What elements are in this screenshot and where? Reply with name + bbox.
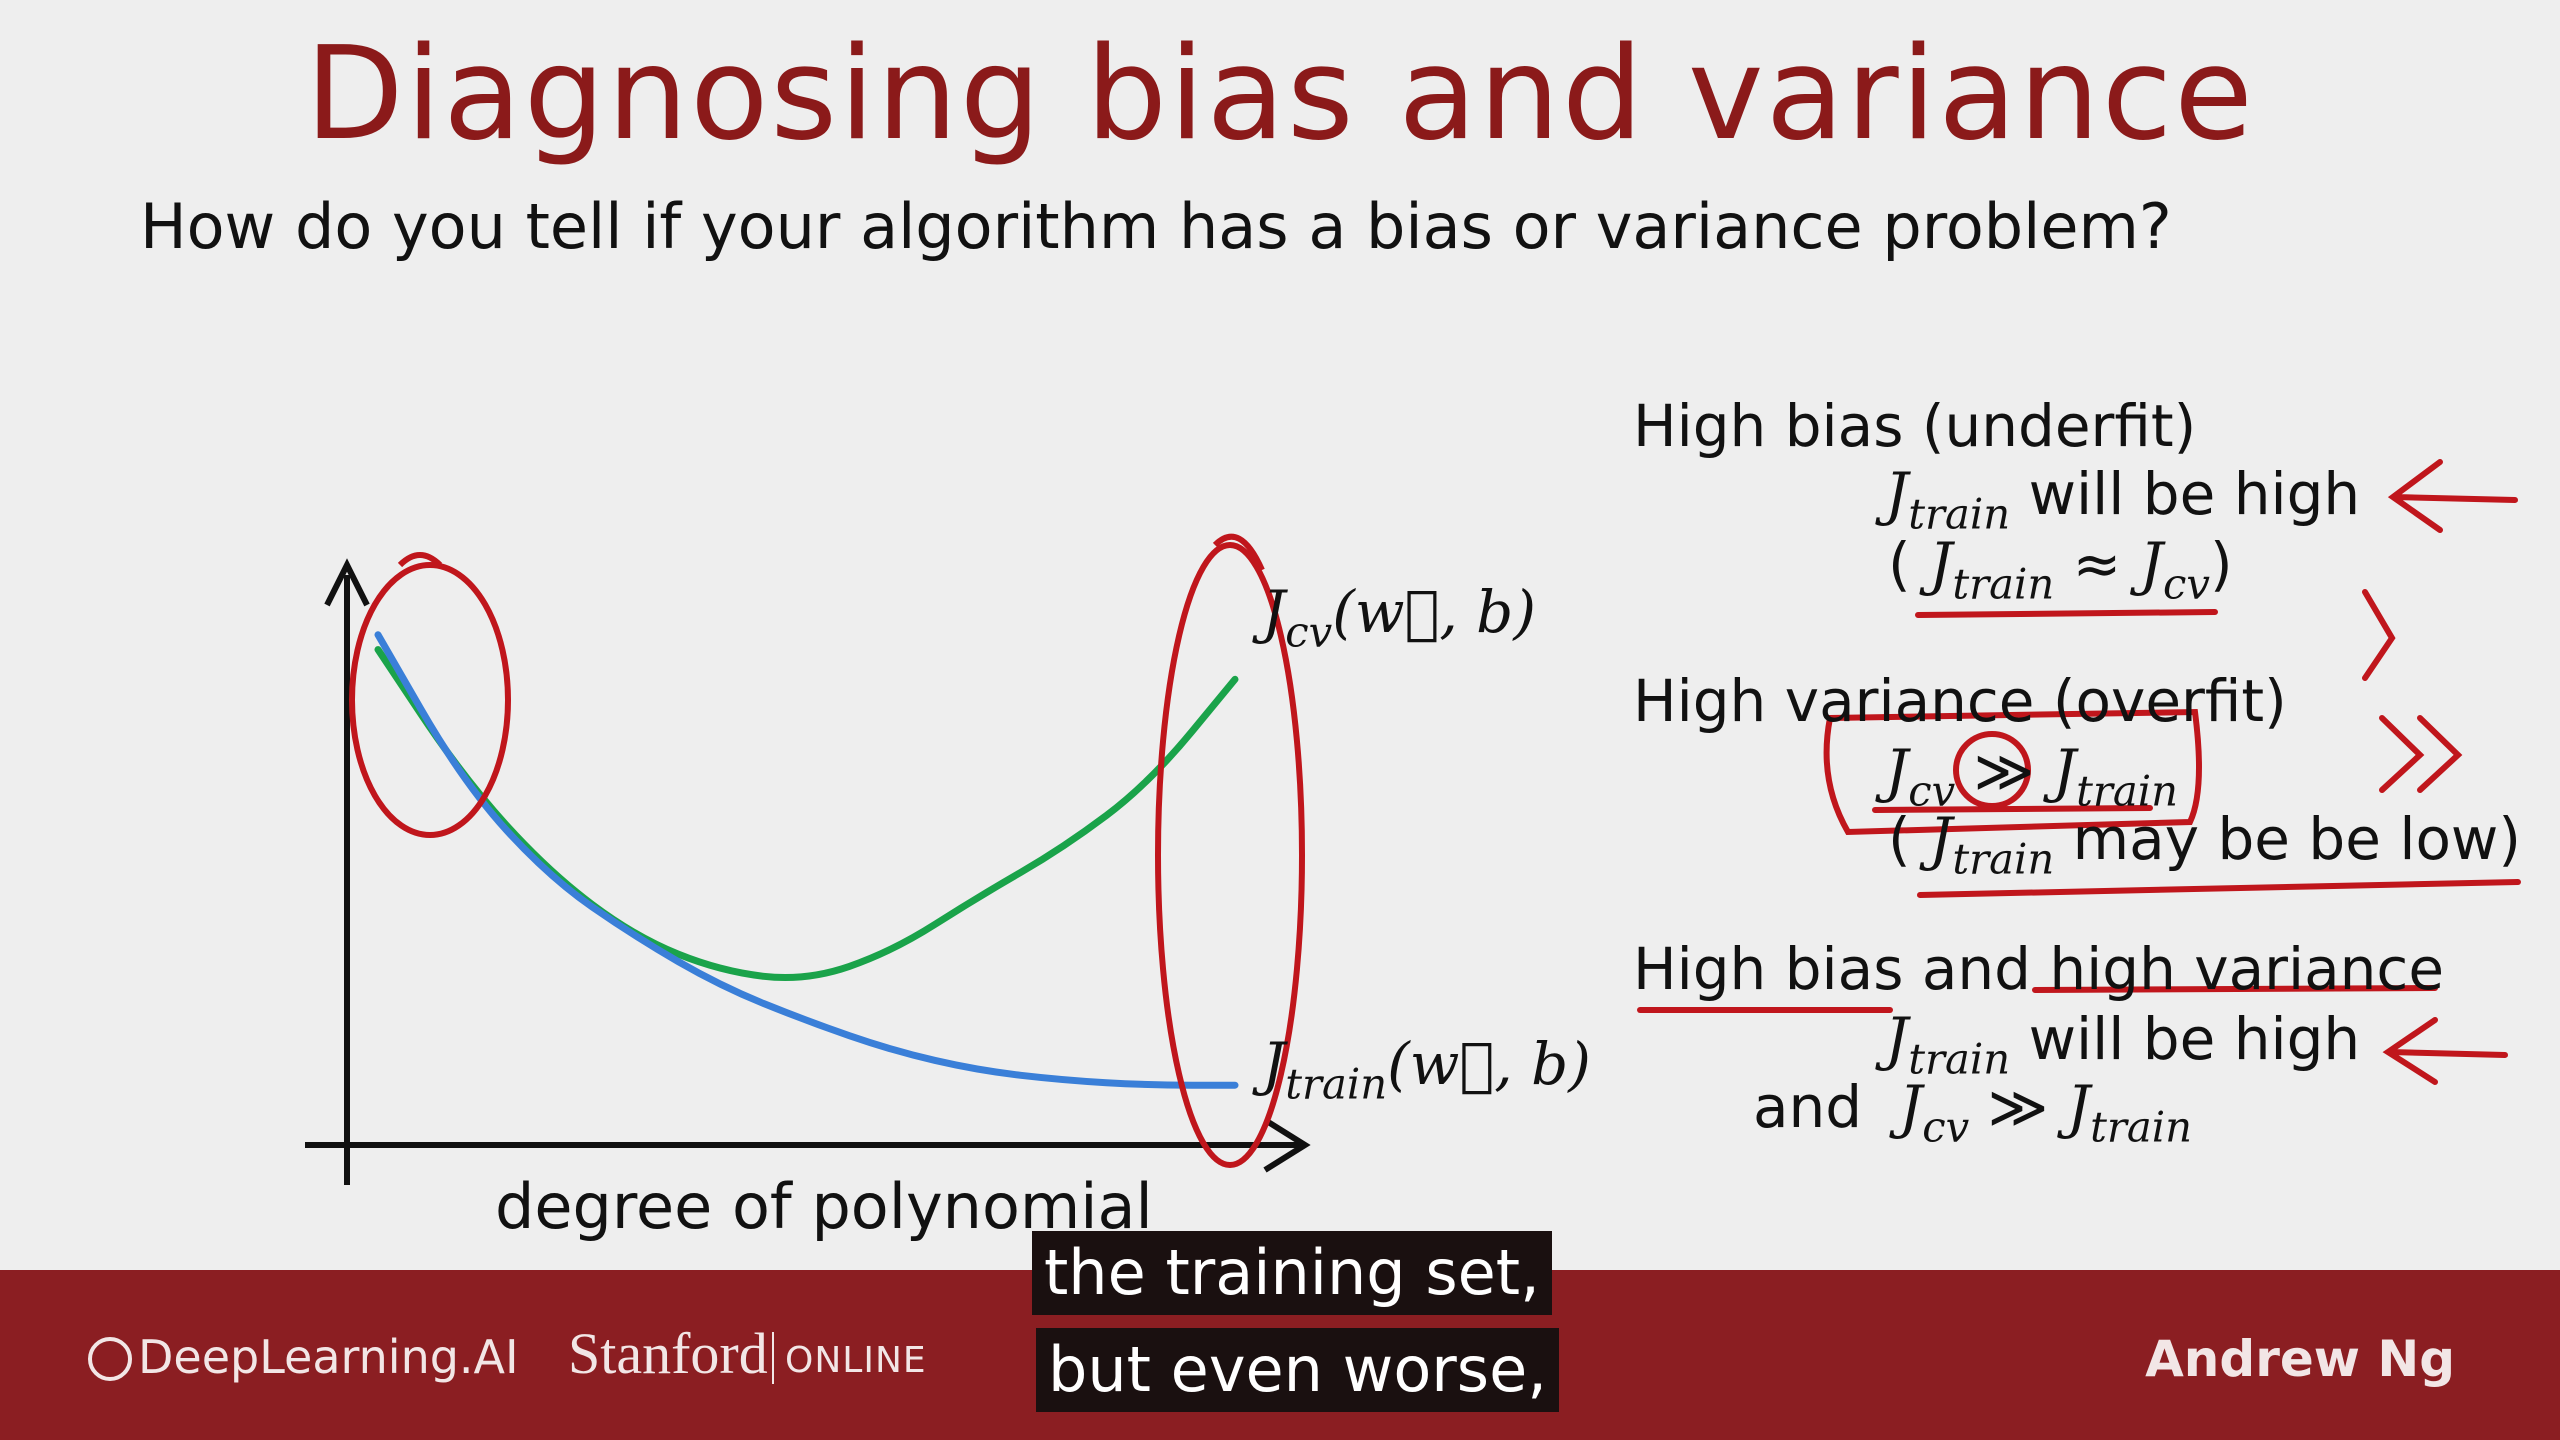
high-variance-heading: High variance (overfit) — [1633, 667, 2287, 735]
both-line1: Jtrain will be high — [1885, 1005, 2360, 1084]
hb2-j1: J — [1929, 530, 1953, 598]
deeplearning-text: DeepLearning.AI — [138, 1330, 519, 1384]
hv-sub1: cv — [1908, 766, 1956, 816]
hv2-rest: may be be low) — [2054, 805, 2521, 873]
logo-divider — [772, 1332, 774, 1384]
underline-may-be-low — [1917, 879, 2521, 898]
stanford-logo: Stanford — [568, 1321, 768, 1386]
hb-sub: train — [1908, 489, 2011, 539]
train-label-args: (w⃗, b) — [1387, 1030, 1591, 1098]
cv-label-args: (w⃗, b) — [1332, 578, 1536, 646]
high-bias-heading: High bias (underfit) — [1633, 392, 2197, 460]
hb-rest: will be high — [2010, 460, 2361, 528]
high-bias-line2: ( Jtrain ≈ Jcv) — [1888, 530, 2233, 609]
chart-axes — [305, 558, 1311, 1185]
hv-j2: J — [2052, 737, 2077, 805]
b-rest: will be high — [2010, 1005, 2361, 1073]
both-heading: High bias and high variance — [1633, 935, 2445, 1003]
y-axis-arrow — [324, 558, 370, 607]
caption-line-2: but even worse, — [1036, 1328, 1559, 1412]
slide-subtitle: How do you tell if your algorithm has a … — [140, 190, 2172, 263]
box-jcv-jtrain — [1823, 708, 2202, 836]
b2-sub2: train — [2090, 1102, 2192, 1152]
online-label: ONLINE — [785, 1340, 927, 1381]
train-label-sub: train — [1285, 1059, 1388, 1109]
b2-j1: J — [1899, 1073, 1923, 1141]
much-greater-mark-2 — [2417, 715, 2463, 793]
b-sub: train — [1908, 1034, 2011, 1084]
hv2-sub: train — [1952, 834, 2055, 884]
b2-op: ≫ — [1969, 1073, 2067, 1141]
hb2-sub1: train — [1952, 559, 2055, 609]
hb2-j2: J — [2139, 530, 2163, 598]
cv-label-j: J — [1262, 578, 1286, 646]
train-curve-label: Jtrain(w⃗, b) — [1262, 1030, 1591, 1109]
b2-j2: J — [2066, 1073, 2091, 1141]
underline-approx — [1915, 609, 2218, 618]
much-greater-mark-1 — [2379, 715, 2425, 793]
hb2-open: ( — [1888, 530, 1930, 598]
slide-title: Diagnosing bias and variance — [305, 20, 2255, 169]
x-axis-arrow — [1263, 1117, 1311, 1173]
cv-curve-label: Jcv(w⃗, b) — [1262, 578, 1536, 657]
right-circle-tail — [1212, 533, 1265, 572]
hv-j1: J — [1885, 737, 1909, 805]
b2-sub1: cv — [1922, 1102, 1970, 1152]
arrow-high-bias — [2387, 459, 2518, 533]
deeplearning-logo-icon — [88, 1337, 132, 1381]
cv-label-sub: cv — [1285, 607, 1333, 657]
underline-jcv-jtrain — [1872, 805, 2153, 813]
train-label-j: J — [1262, 1030, 1286, 1098]
right-circle-annotation — [1155, 542, 1305, 1168]
deeplearning-logo: DeepLearning.AI — [88, 1330, 519, 1384]
left-circle-annotation — [349, 562, 511, 838]
x-axis-label: degree of polynomial — [495, 1170, 1153, 1243]
caption-line-1: the training set, — [1032, 1231, 1552, 1315]
high-variance-line2: ( Jtrain may be be low) — [1888, 805, 2521, 884]
hv-sub2: train — [2076, 766, 2178, 816]
greater-mark — [2362, 589, 2396, 681]
author-name: Andrew Ng — [2145, 1330, 2455, 1388]
hb2-op: ≈ — [2054, 530, 2140, 598]
hv-op: ≫ — [1955, 737, 2053, 805]
hv2-j: J — [1929, 805, 1953, 873]
hb2-close: ) — [2209, 530, 2233, 598]
b2-and: and — [1753, 1073, 1863, 1141]
arrow-both — [2382, 1017, 2508, 1085]
hb2-sub2: cv — [2162, 559, 2210, 609]
circle-much-greater — [1953, 731, 2031, 809]
panel-annotations — [1637, 459, 2521, 1085]
underline-high-variance — [2032, 985, 2438, 993]
hv2-open: ( — [1888, 805, 1930, 873]
hb-j: J — [1885, 460, 1909, 528]
b-j: J — [1885, 1005, 1909, 1073]
left-circle-tail — [397, 552, 443, 568]
high-bias-line1: Jtrain will be high — [1885, 460, 2360, 539]
chart-annotations — [349, 533, 1305, 1168]
both-line2: and Jcv ≫ Jtrain — [1753, 1073, 2192, 1152]
high-variance-line1: Jcv ≫ Jtrain — [1885, 737, 2178, 816]
